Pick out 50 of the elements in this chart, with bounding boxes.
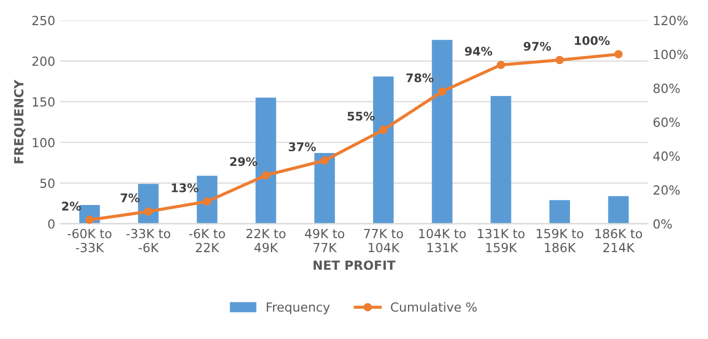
data-label: 97% [524, 42, 551, 51]
point [85, 216, 94, 224]
data-label: 2% [62, 202, 81, 211]
bar [256, 98, 276, 224]
bar [549, 200, 570, 224]
x-tick-label: 131K to 159K [478, 228, 525, 252]
x-tick-label: -60K to -33K [68, 228, 112, 252]
x-tick-label: 49K to 77K [304, 228, 344, 252]
point [320, 156, 329, 165]
bar [608, 196, 629, 224]
x-tick-label: -33K to -6K [126, 228, 170, 252]
legend-label: Frequency [266, 302, 330, 314]
point [496, 60, 506, 70]
x-axis-title: NET PROFIT [314, 260, 396, 270]
x-tick-label: 159K to 186K [536, 228, 584, 252]
bar [196, 176, 218, 224]
y-tick-label: 200 [32, 56, 54, 66]
y2-tick-label: 100% [654, 50, 688, 60]
y-tick-label: 100 [32, 138, 54, 148]
bar [373, 76, 394, 224]
point [379, 126, 388, 134]
data-label: 94% [464, 46, 492, 56]
y2-tick-label: 20% [654, 185, 680, 195]
bar [432, 40, 452, 224]
point [202, 197, 212, 206]
x-tick-label: 186K to 214K [596, 228, 642, 252]
y2-tick-label: 40% [653, 151, 680, 161]
y-tick-label: 50 [40, 178, 54, 188]
x-tick-label: 22K to 49K [246, 228, 286, 252]
y-tick-label: 0 [48, 219, 54, 229]
legend-label: Cumulative % [390, 302, 477, 312]
data-label: 37% [288, 142, 316, 152]
x-tick-label: 77K to 104K [364, 228, 404, 252]
point [262, 171, 270, 180]
y-tick-label: 250 [32, 16, 54, 26]
x-tick-label: 104K to 131K [419, 228, 466, 252]
y2-tick-label: 80% [654, 84, 680, 94]
point [438, 87, 446, 96]
y2-tick-label: 120% [654, 16, 688, 26]
y-tick-label: 150 [32, 97, 54, 107]
x-tick-label: -6K to 22K [189, 228, 225, 252]
y2-tick-label: 0% [654, 219, 672, 229]
y-axis-title: FREQUENCY [14, 80, 26, 164]
bar [490, 96, 512, 224]
y2-tick-label: 60% [654, 118, 680, 127]
point [614, 50, 623, 58]
point [144, 207, 152, 216]
bar [314, 152, 335, 224]
data-label: 100% [574, 36, 610, 46]
point [556, 56, 564, 64]
